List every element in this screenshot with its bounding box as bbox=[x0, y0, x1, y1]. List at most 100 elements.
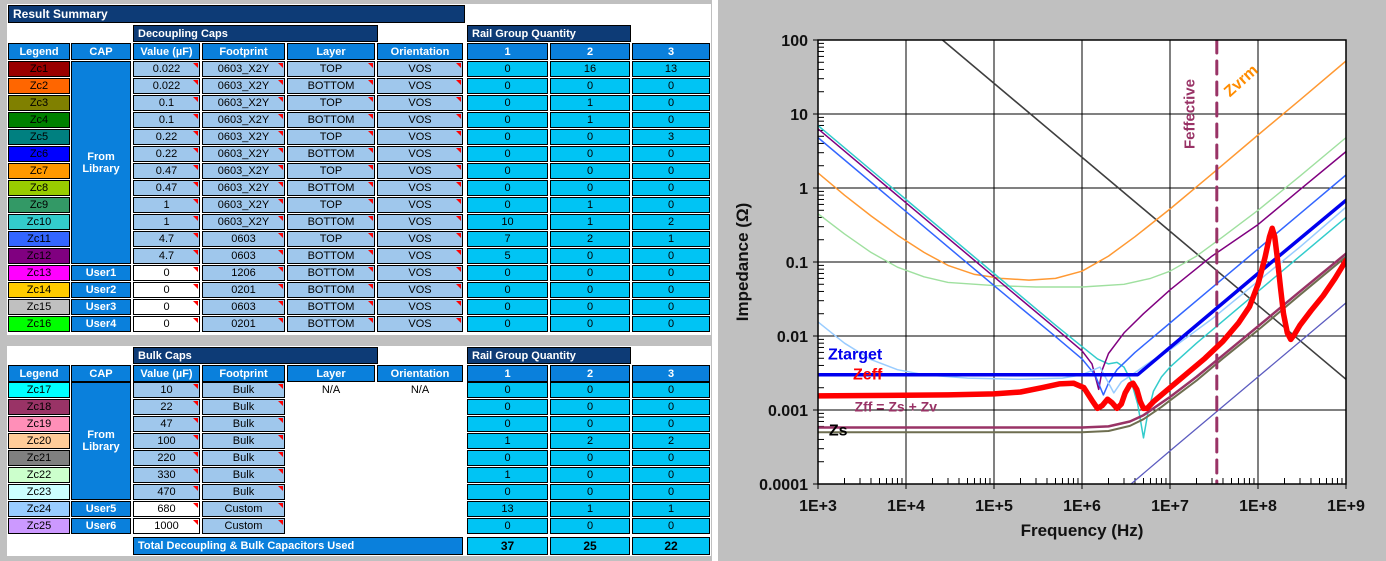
rail-qty-cell[interactable]: 1 bbox=[550, 501, 630, 517]
layer-cell[interactable]: TOP bbox=[287, 129, 375, 145]
total-qty-cell[interactable]: 25 bbox=[550, 537, 630, 555]
rail-qty-cell[interactable]: 0 bbox=[632, 265, 710, 281]
footprint-cell[interactable]: 0603_X2Y bbox=[202, 197, 285, 213]
orientation-cell[interactable]: VOS bbox=[377, 129, 463, 145]
rail-qty-cell[interactable]: 0 bbox=[632, 95, 710, 111]
rail-qty-cell[interactable]: 2 bbox=[632, 214, 710, 230]
rail-qty-cell[interactable]: 0 bbox=[632, 399, 710, 415]
legend-cell-Zc15[interactable]: Zc15 bbox=[8, 299, 70, 315]
legend-cell-Zc4[interactable]: Zc4 bbox=[8, 112, 70, 128]
rail-qty-cell[interactable]: 0 bbox=[467, 450, 548, 466]
total-qty-cell[interactable]: 37 bbox=[467, 537, 548, 555]
orientation-cell[interactable]: VOS bbox=[377, 180, 463, 196]
value-cell[interactable]: 4.7 bbox=[133, 231, 200, 247]
orientation-cell[interactable]: VOS bbox=[377, 61, 463, 77]
cap-user-label[interactable]: User4 bbox=[71, 316, 131, 332]
cap-group-from-library[interactable]: From Library bbox=[71, 61, 131, 264]
layer-cell[interactable]: BOTTOM bbox=[287, 180, 375, 196]
value-cell[interactable]: 330 bbox=[133, 467, 200, 483]
rail-qty-cell[interactable]: 1 bbox=[550, 112, 630, 128]
legend-cell-Zc11[interactable]: Zc11 bbox=[8, 231, 70, 247]
rail-qty-cell[interactable]: 0 bbox=[550, 518, 630, 534]
layer-cell[interactable]: BOTTOM bbox=[287, 112, 375, 128]
layer-cell[interactable]: BOTTOM bbox=[287, 282, 375, 298]
orientation-cell[interactable]: VOS bbox=[377, 78, 463, 94]
footprint-cell[interactable]: Bulk bbox=[202, 450, 285, 466]
rail-qty-cell[interactable]: 0 bbox=[632, 197, 710, 213]
legend-cell-Zc19[interactable]: Zc19 bbox=[8, 416, 70, 432]
value-cell[interactable]: 1 bbox=[133, 197, 200, 213]
rail-qty-cell[interactable]: 1 bbox=[550, 214, 630, 230]
footprint-cell[interactable]: 0603 bbox=[202, 299, 285, 315]
orientation-cell[interactable]: VOS bbox=[377, 316, 463, 332]
orientation-cell[interactable]: VOS bbox=[377, 299, 463, 315]
layer-cell[interactable]: BOTTOM bbox=[287, 299, 375, 315]
footprint-cell[interactable]: Bulk bbox=[202, 484, 285, 500]
rail-qty-cell[interactable]: 0 bbox=[550, 248, 630, 264]
rail-qty-cell[interactable]: 0 bbox=[467, 95, 548, 111]
value-cell[interactable]: 0.22 bbox=[133, 146, 200, 162]
rail-qty-cell[interactable]: 0 bbox=[632, 316, 710, 332]
legend-cell-Zc23[interactable]: Zc23 bbox=[8, 484, 70, 500]
orientation-cell[interactable]: VOS bbox=[377, 231, 463, 247]
rail-qty-cell[interactable]: 0 bbox=[550, 282, 630, 298]
rail-qty-cell[interactable]: 0 bbox=[632, 248, 710, 264]
rail-qty-cell[interactable]: 0 bbox=[467, 484, 548, 500]
rail-qty-cell[interactable]: 0 bbox=[632, 467, 710, 483]
layer-cell[interactable]: TOP bbox=[287, 61, 375, 77]
rail-qty-cell[interactable]: 0 bbox=[550, 450, 630, 466]
rail-qty-cell[interactable]: 1 bbox=[632, 501, 710, 517]
rail-qty-cell[interactable]: 0 bbox=[632, 163, 710, 179]
value-cell[interactable]: 680 bbox=[133, 501, 200, 517]
rail-qty-cell[interactable]: 0 bbox=[632, 299, 710, 315]
rail-qty-cell[interactable]: 0 bbox=[632, 112, 710, 128]
value-cell[interactable]: 0.22 bbox=[133, 129, 200, 145]
legend-cell-Zc14[interactable]: Zc14 bbox=[8, 282, 70, 298]
rail-qty-cell[interactable]: 0 bbox=[467, 78, 548, 94]
footprint-cell[interactable]: 0603 bbox=[202, 248, 285, 264]
rail-qty-cell[interactable]: 0 bbox=[467, 399, 548, 415]
layer-cell[interactable]: TOP bbox=[287, 163, 375, 179]
rail-qty-cell[interactable]: 0 bbox=[632, 146, 710, 162]
rail-qty-cell[interactable]: 0 bbox=[550, 265, 630, 281]
footprint-cell[interactable]: 0603_X2Y bbox=[202, 146, 285, 162]
orientation-cell[interactable]: VOS bbox=[377, 146, 463, 162]
value-cell[interactable]: 4.7 bbox=[133, 248, 200, 264]
rail-qty-cell[interactable]: 2 bbox=[632, 433, 710, 449]
legend-cell-Zc5[interactable]: Zc5 bbox=[8, 129, 70, 145]
orientation-cell[interactable]: VOS bbox=[377, 214, 463, 230]
cap-group-from-library[interactable]: From Library bbox=[71, 382, 131, 500]
cap-user-label[interactable]: User3 bbox=[71, 299, 131, 315]
orientation-cell[interactable]: VOS bbox=[377, 197, 463, 213]
footprint-cell[interactable]: 0603_X2Y bbox=[202, 95, 285, 111]
footprint-cell[interactable]: 0603_X2Y bbox=[202, 78, 285, 94]
rail-qty-cell[interactable]: 0 bbox=[467, 112, 548, 128]
total-qty-cell[interactable]: 22 bbox=[632, 537, 710, 555]
rail-qty-cell[interactable]: 0 bbox=[550, 484, 630, 500]
legend-cell-Zc1[interactable]: Zc1 bbox=[8, 61, 70, 77]
legend-cell-Zc6[interactable]: Zc6 bbox=[8, 146, 70, 162]
legend-cell-Zc2[interactable]: Zc2 bbox=[8, 78, 70, 94]
legend-cell-Zc12[interactable]: Zc12 bbox=[8, 248, 70, 264]
rail-qty-cell[interactable]: 1 bbox=[632, 231, 710, 247]
footprint-cell[interactable]: 0201 bbox=[202, 316, 285, 332]
rail-qty-cell[interactable]: 0 bbox=[550, 163, 630, 179]
rail-qty-cell[interactable]: 0 bbox=[632, 416, 710, 432]
footprint-cell[interactable]: Bulk bbox=[202, 382, 285, 398]
legend-cell-Zc3[interactable]: Zc3 bbox=[8, 95, 70, 111]
rail-qty-cell[interactable]: 0 bbox=[467, 299, 548, 315]
footprint-cell[interactable]: 0603_X2Y bbox=[202, 129, 285, 145]
legend-cell-Zc13[interactable]: Zc13 bbox=[8, 265, 70, 281]
legend-cell-Zc9[interactable]: Zc9 bbox=[8, 197, 70, 213]
rail-qty-cell[interactable]: 1 bbox=[467, 467, 548, 483]
rail-qty-cell[interactable]: 0 bbox=[550, 316, 630, 332]
orientation-cell[interactable]: VOS bbox=[377, 248, 463, 264]
value-cell[interactable]: 220 bbox=[133, 450, 200, 466]
rail-qty-cell[interactable]: 0 bbox=[632, 282, 710, 298]
footprint-cell[interactable]: 0603_X2Y bbox=[202, 61, 285, 77]
value-cell[interactable]: 0.022 bbox=[133, 61, 200, 77]
layer-cell[interactable]: BOTTOM bbox=[287, 248, 375, 264]
value-cell[interactable]: 0.47 bbox=[133, 163, 200, 179]
footprint-cell[interactable]: Custom bbox=[202, 501, 285, 517]
orientation-cell[interactable]: VOS bbox=[377, 95, 463, 111]
